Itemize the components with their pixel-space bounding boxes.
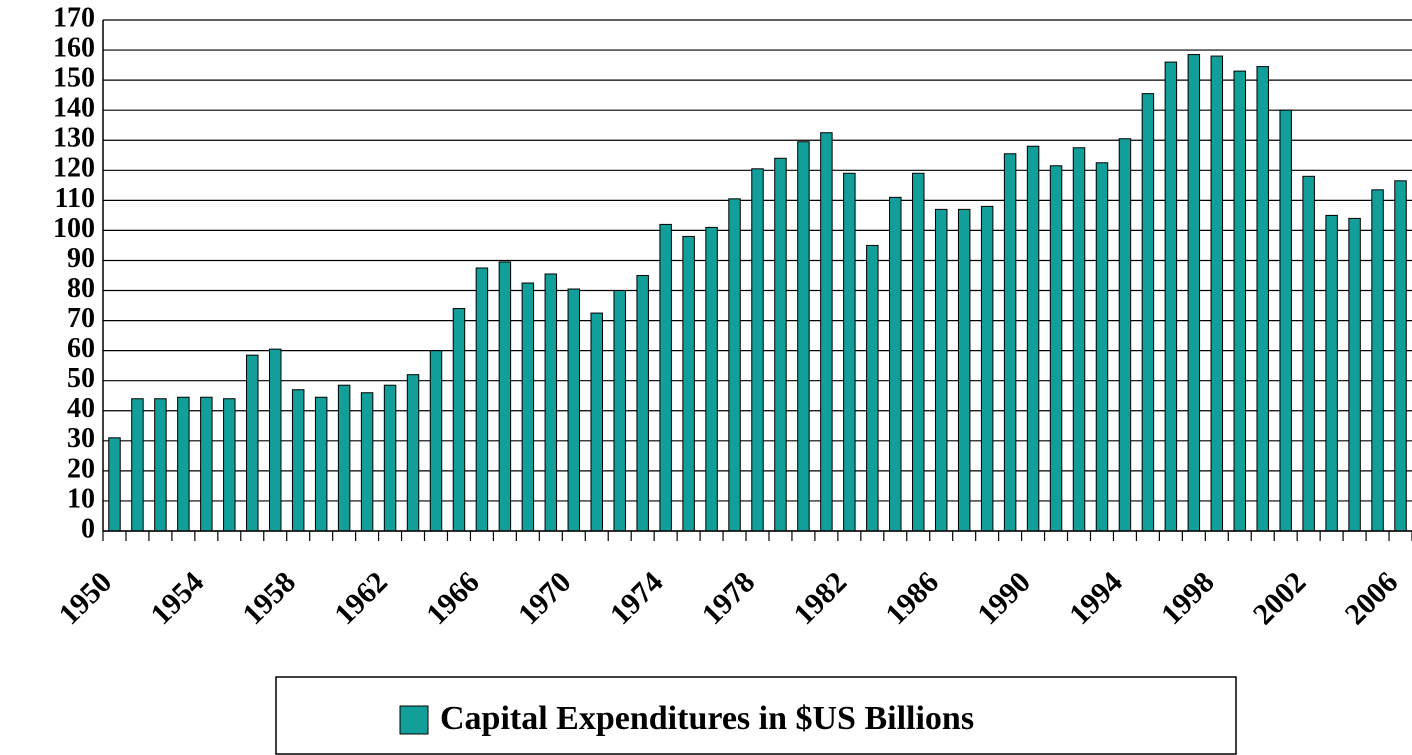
x-tick-label: 1982 — [787, 565, 853, 631]
bar — [1187, 54, 1201, 532]
bar — [406, 374, 420, 532]
legend-swatch — [399, 705, 429, 735]
bar — [177, 396, 190, 532]
bar — [1026, 145, 1040, 532]
y-tick-label: 30 — [67, 423, 95, 454]
y-tick-label: 0 — [81, 513, 95, 544]
y-tick-label: 160 — [53, 32, 95, 63]
y-tick-label: 60 — [67, 333, 95, 364]
bar — [429, 350, 443, 532]
x-tick-label: 1990 — [971, 565, 1037, 631]
bar — [521, 282, 535, 532]
y-tick-label: 130 — [53, 123, 95, 154]
bar — [154, 398, 167, 532]
x-tick-label: 1962 — [328, 565, 394, 631]
bar — [751, 168, 764, 532]
bar — [843, 172, 856, 532]
x-tick-label: 1986 — [879, 565, 945, 631]
y-tick-label: 100 — [53, 213, 95, 244]
bar — [108, 437, 121, 532]
bar — [1003, 153, 1017, 532]
bar — [1164, 61, 1178, 532]
bar — [1210, 55, 1224, 532]
bar — [797, 141, 810, 532]
x-tick-label: 1958 — [236, 565, 302, 631]
bar — [337, 384, 351, 532]
bar — [314, 396, 328, 532]
bar — [934, 208, 948, 532]
y-tick-label: 40 — [67, 393, 95, 424]
y-tick-label: 20 — [67, 453, 95, 484]
x-tick-label: 1966 — [420, 565, 486, 631]
bar — [1256, 66, 1269, 532]
y-tick-label: 120 — [53, 153, 95, 184]
bar — [1371, 189, 1384, 532]
bar — [475, 267, 489, 532]
bar — [1095, 162, 1109, 532]
bar — [246, 354, 259, 532]
bar — [866, 244, 879, 532]
bar — [820, 132, 833, 532]
bar — [889, 196, 902, 532]
bar — [200, 396, 213, 532]
bar — [1325, 214, 1338, 532]
bar — [1302, 175, 1315, 532]
y-tick-label: 170 — [53, 2, 95, 33]
y-tick-label: 150 — [53, 63, 95, 94]
bar — [383, 384, 397, 532]
bar — [912, 172, 925, 532]
bar — [498, 261, 512, 532]
x-tick-label: 1994 — [1063, 565, 1129, 631]
x-tick-label: 1970 — [512, 565, 578, 631]
x-tick-label: 1998 — [1155, 565, 1221, 631]
y-tick-label: 80 — [67, 273, 95, 304]
bar — [1118, 138, 1132, 532]
bar — [1394, 180, 1407, 532]
legend-label: Capital Expenditures in $US Billions — [440, 700, 974, 737]
bar — [705, 226, 718, 532]
bar — [774, 157, 787, 532]
y-tick-label: 110 — [55, 183, 95, 214]
bar — [131, 398, 144, 532]
x-tick-label: 1954 — [144, 565, 210, 631]
bar — [1072, 147, 1086, 532]
bar — [452, 308, 466, 532]
x-tick-label: 1950 — [53, 565, 119, 631]
bar — [1348, 217, 1361, 532]
bar — [613, 290, 626, 532]
bar — [360, 392, 374, 532]
bar — [268, 348, 282, 532]
x-tick-label: 1978 — [696, 565, 762, 631]
bar — [957, 208, 971, 532]
x-tick-label: 2002 — [1247, 565, 1313, 631]
bar — [1233, 70, 1247, 532]
bar — [1141, 93, 1155, 532]
y-tick-label: 10 — [67, 483, 95, 514]
bar — [980, 205, 994, 532]
bar — [682, 235, 695, 532]
y-tick-label: 50 — [67, 363, 95, 394]
bar — [223, 398, 236, 532]
bar — [1049, 165, 1063, 532]
bar — [291, 389, 305, 532]
bar — [659, 223, 672, 532]
bar — [728, 198, 741, 532]
bar — [544, 273, 558, 532]
y-tick-label: 140 — [53, 93, 95, 124]
y-tick-label: 70 — [67, 303, 95, 334]
legend-box — [275, 676, 1237, 755]
bar — [1279, 109, 1292, 532]
x-tick-label: 2006 — [1339, 565, 1405, 631]
bar — [636, 275, 649, 532]
bar — [590, 312, 603, 532]
bar — [567, 288, 581, 532]
x-tick-label: 1974 — [604, 565, 670, 631]
y-tick-label: 90 — [67, 243, 95, 274]
